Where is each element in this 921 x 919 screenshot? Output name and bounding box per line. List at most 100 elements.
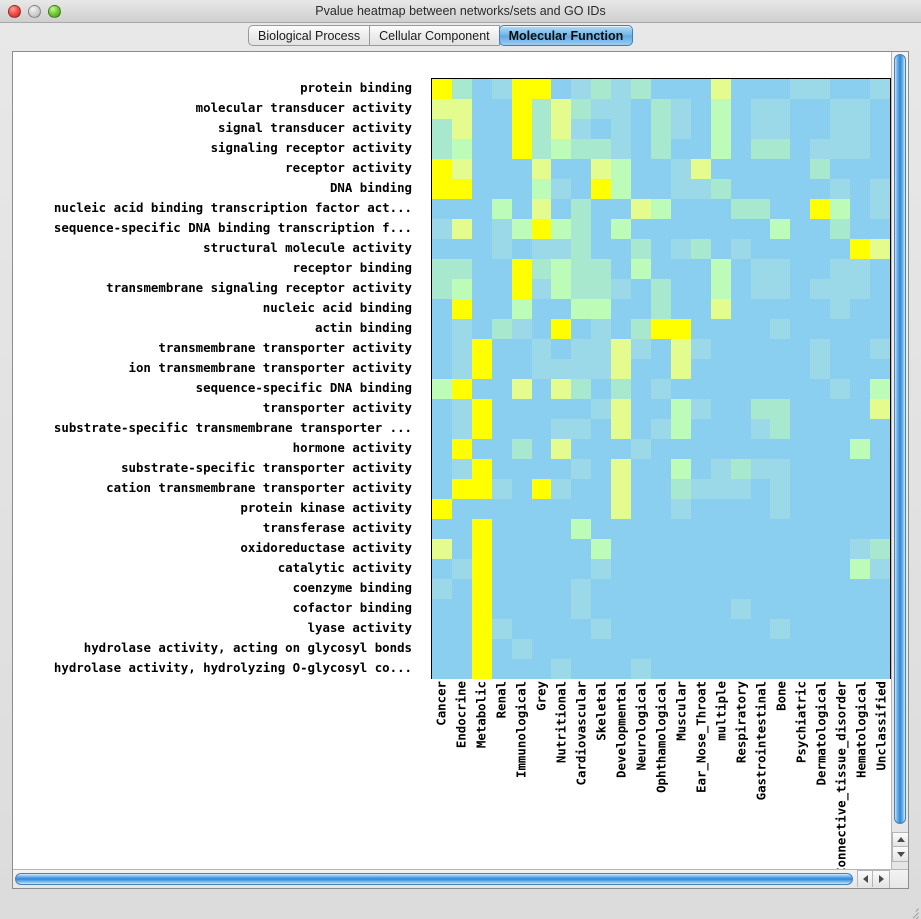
heatmap-cell[interactable] (451, 139, 472, 160)
heatmap-cell[interactable] (770, 159, 791, 180)
heatmap-cell[interactable] (710, 519, 731, 540)
heatmap-cell[interactable] (631, 359, 651, 380)
heatmap-cell[interactable] (850, 299, 870, 320)
heatmap-cell[interactable] (591, 639, 612, 660)
heatmap-cell[interactable] (491, 539, 512, 560)
heatmap-cell[interactable] (650, 559, 671, 580)
heatmap-cell[interactable] (432, 79, 452, 100)
heatmap-cell[interactable] (730, 439, 751, 460)
heatmap-cell[interactable] (830, 559, 851, 580)
heatmap-cell[interactable] (770, 479, 791, 500)
heatmap-cell[interactable] (850, 119, 870, 140)
heatmap-cell[interactable] (432, 199, 452, 220)
heatmap-cell[interactable] (432, 219, 452, 240)
heatmap-cell[interactable] (491, 459, 512, 480)
heatmap-cell[interactable] (690, 359, 711, 380)
heatmap-cell[interactable] (432, 659, 452, 680)
heatmap-cell[interactable] (611, 99, 632, 120)
heatmap-cell[interactable] (750, 79, 771, 100)
heatmap-cell[interactable] (471, 279, 492, 300)
heatmap-cell[interactable] (591, 339, 612, 360)
heatmap-cell[interactable] (591, 79, 612, 100)
heatmap-cell[interactable] (611, 319, 632, 340)
heatmap-cell[interactable] (551, 559, 572, 580)
heatmap-cell[interactable] (511, 219, 532, 240)
heatmap-cell[interactable] (571, 259, 592, 280)
heatmap-cell[interactable] (670, 299, 691, 320)
heatmap-cell[interactable] (850, 439, 870, 460)
heatmap-cell[interactable] (790, 159, 811, 180)
heatmap-cell[interactable] (770, 619, 791, 640)
tab-cellular-component[interactable]: Cellular Component (370, 25, 500, 46)
heatmap-cell[interactable] (432, 419, 452, 440)
heatmap-cell[interactable] (432, 139, 452, 160)
heatmap-cell[interactable] (451, 479, 472, 500)
heatmap-cell[interactable] (591, 479, 612, 500)
heatmap-cell[interactable] (830, 219, 851, 240)
heatmap-cell[interactable] (471, 619, 492, 640)
heatmap-cell[interactable] (830, 539, 851, 560)
heatmap-cell[interactable] (790, 559, 811, 580)
heatmap-cell[interactable] (432, 359, 452, 380)
heatmap-cell[interactable] (432, 499, 452, 520)
heatmap-cell[interactable] (551, 79, 572, 100)
heatmap-cell[interactable] (770, 239, 791, 260)
heatmap-cell[interactable] (551, 439, 572, 460)
heatmap-cell[interactable] (830, 419, 851, 440)
heatmap-cell[interactable] (451, 539, 472, 560)
heatmap-cell[interactable] (730, 619, 751, 640)
heatmap-cell[interactable] (690, 199, 711, 220)
heatmap-cell[interactable] (850, 399, 870, 420)
heatmap-cell[interactable] (770, 139, 791, 160)
heatmap-cell[interactable] (830, 459, 851, 480)
heatmap-cell[interactable] (432, 279, 452, 300)
heatmap-cell[interactable] (790, 619, 811, 640)
heatmap-cell[interactable] (451, 299, 472, 320)
heatmap-cell[interactable] (611, 339, 632, 360)
heatmap-cell[interactable] (730, 159, 751, 180)
heatmap-cell[interactable] (710, 379, 731, 400)
heatmap-cell[interactable] (471, 219, 492, 240)
heatmap-cell[interactable] (770, 259, 791, 280)
heatmap-cell[interactable] (551, 639, 572, 660)
heatmap-cell[interactable] (670, 119, 691, 140)
heatmap-cell[interactable] (790, 499, 811, 520)
heatmap-cell[interactable] (531, 119, 552, 140)
heatmap-cell[interactable] (611, 79, 632, 100)
heatmap-cell[interactable] (810, 599, 831, 620)
heatmap-cell[interactable] (591, 379, 612, 400)
heatmap-cell[interactable] (551, 379, 572, 400)
heatmap-cell[interactable] (631, 599, 651, 620)
heatmap-cell[interactable] (790, 259, 811, 280)
heatmap-cell[interactable] (830, 339, 851, 360)
heatmap-cell[interactable] (551, 399, 572, 420)
heatmap-cell[interactable] (790, 399, 811, 420)
heatmap-cell[interactable] (690, 459, 711, 480)
heatmap-cell[interactable] (471, 559, 492, 580)
heatmap-cell[interactable] (810, 379, 831, 400)
heatmap-cell[interactable] (670, 99, 691, 120)
horizontal-scrollbar[interactable] (13, 869, 891, 888)
heatmap-cell[interactable] (571, 239, 592, 260)
heatmap-cell[interactable] (591, 159, 612, 180)
heatmap-cell[interactable] (631, 659, 651, 680)
heatmap-cell[interactable] (591, 239, 612, 260)
heatmap-cell[interactable] (710, 439, 731, 460)
heatmap-cell[interactable] (790, 579, 811, 600)
heatmap-cell[interactable] (770, 559, 791, 580)
heatmap-cell[interactable] (611, 179, 632, 200)
heatmap-cell[interactable] (611, 299, 632, 320)
heatmap-cell[interactable] (750, 659, 771, 680)
heatmap-cell[interactable] (491, 119, 512, 140)
heatmap-cell[interactable] (830, 319, 851, 340)
heatmap-cell[interactable] (690, 599, 711, 620)
heatmap-cell[interactable] (730, 179, 751, 200)
heatmap-cell[interactable] (850, 359, 870, 380)
heatmap-cell[interactable] (850, 539, 870, 560)
heatmap-cell[interactable] (670, 259, 691, 280)
heatmap-cell[interactable] (670, 399, 691, 420)
heatmap-cell[interactable] (591, 279, 612, 300)
heatmap-cell[interactable] (631, 379, 651, 400)
heatmap-cell[interactable] (531, 599, 552, 620)
heatmap-cell[interactable] (869, 139, 890, 160)
